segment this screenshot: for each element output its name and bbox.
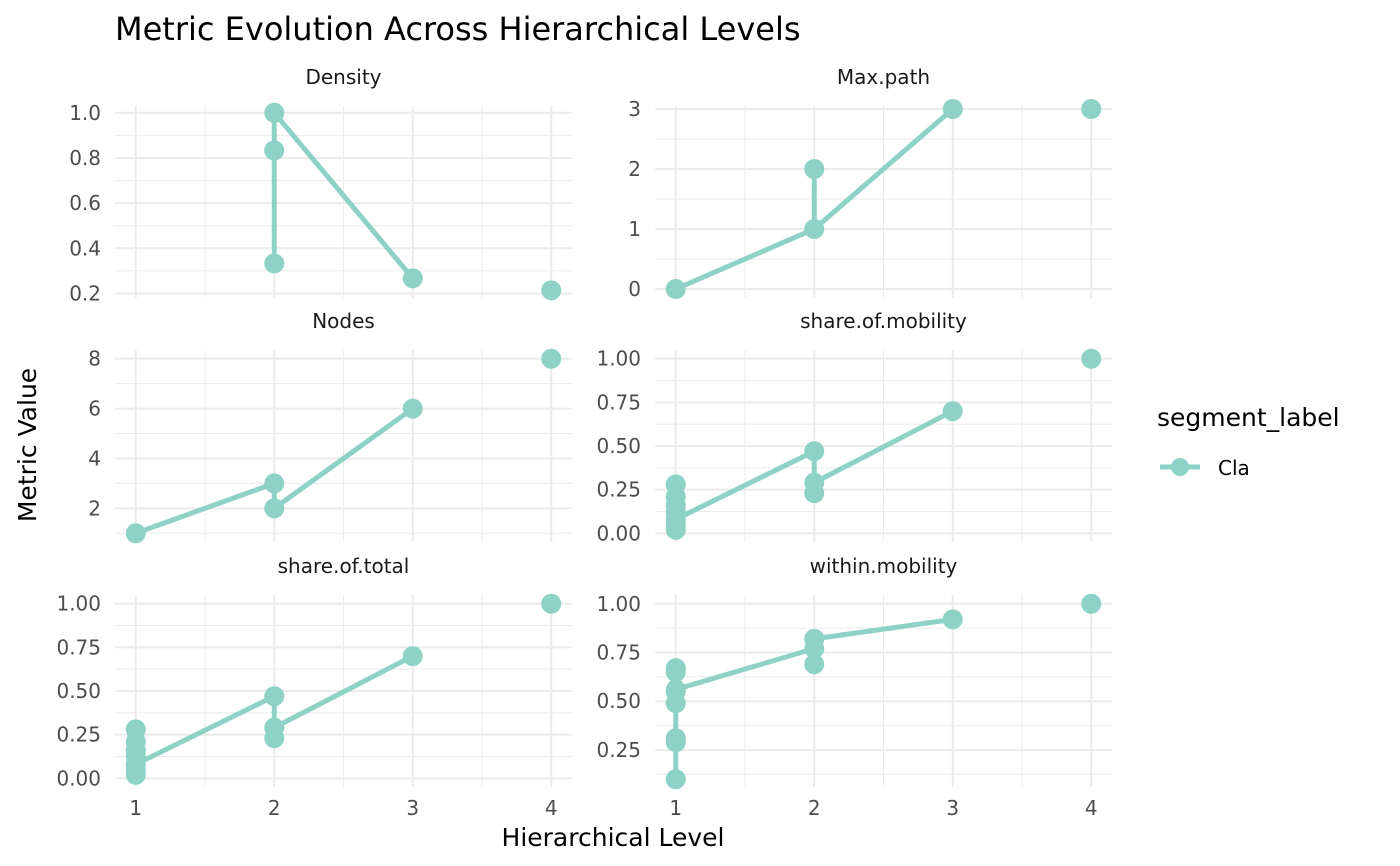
data-point [125,523,146,544]
series-line-cla [133,406,416,536]
y-tick-label: 6 [88,397,101,421]
data-point [804,159,825,179]
panel-share-of-total: share.of.total 0.00 0.25 0.50 0.75 1.00 1 2 3 4 [56,554,572,820]
data-point [541,280,562,301]
facet-panels: Density 0.2 0.4 0.6 0.8 1.0 Max.path 0 1 2 3 Nodes 2… [56,65,1112,820]
panel-max-path: Max.path 0 1 2 3 [628,65,1112,301]
data-point [942,609,963,630]
data-point [264,498,285,519]
data-point [264,253,285,274]
y-tick-label: 0.75 [596,641,641,665]
y-tick-label: 0.4 [69,236,101,260]
data-point [665,693,686,714]
x-tick-label: 2 [268,796,281,820]
y-tick-label: 1 [628,217,641,241]
facet-label-share-of-total: share.of.total [278,554,410,578]
data-point [1081,99,1102,119]
legend-entry-cla: Cla [1218,456,1250,480]
legend: segment_label Cla [1157,403,1340,480]
data-point [264,140,285,161]
x-tick-label: 4 [1085,796,1098,820]
x-tick-label: 3 [946,796,959,820]
y-tick-label: 0.50 [596,689,641,713]
data-point [402,268,423,289]
y-tick-label: 0.6 [69,191,101,215]
facet-label-density: Density [305,65,381,89]
facet-label-nodes: Nodes [312,309,375,333]
x-tick-label: 1 [669,796,682,820]
data-point [804,219,825,239]
y-tick-label: 1.00 [596,347,641,371]
series-line-cla [271,110,416,281]
y-axis-title: Metric Value [13,368,42,522]
y-tick-label: 3 [628,97,641,121]
facet-label-within-mobility: within.mobility [810,554,958,578]
panel-density: Density 0.2 0.4 0.6 0.8 1.0 [69,65,572,305]
y-tick-label: 0.00 [56,766,101,790]
y-tick-label: 0.25 [596,478,641,502]
data-point [541,593,562,614]
x-axis-title: Hierarchical Level [502,823,725,852]
y-tick-label: 0.50 [596,434,641,458]
data-point [665,732,686,753]
legend-key-point [1171,458,1189,476]
data-point [1081,348,1102,369]
legend-title: segment_label [1157,403,1340,432]
y-tick-label: 1.00 [596,592,641,616]
data-point [804,483,825,504]
data-point [665,661,686,682]
y-tick-label: 0.25 [56,723,101,747]
chart-title: Metric Evolution Across Hierarchical Lev… [115,10,801,48]
x-tick-label: 4 [545,796,558,820]
data-point [804,441,825,462]
y-tick-label: 0.75 [596,390,641,414]
panel-nodes: Nodes 2 4 6 8 [88,309,572,544]
data-point [264,728,285,749]
data-point [804,638,825,659]
y-tick-label: 2 [88,496,101,520]
data-point [942,401,963,422]
y-tick-label: 0.50 [56,679,101,703]
y-tick-label: 0.25 [596,738,641,762]
facet-label-max-path: Max.path [837,65,930,89]
facet-label-share-of-mobility: share.of.mobility [800,309,967,333]
y-tick-label: 0.2 [69,281,101,305]
data-point [804,654,825,675]
data-point [402,646,423,667]
x-tick-label: 2 [808,796,821,820]
panel-share-of-mobility: share.of.mobility 0.00 0.25 0.50 0.75 1.00 [596,309,1112,545]
data-point [125,764,146,785]
y-tick-label: 1.00 [56,592,101,616]
data-point [942,99,963,119]
data-point [402,398,423,419]
y-tick-label: 0.75 [56,635,101,659]
data-point [264,686,285,707]
x-tick-label: 3 [406,796,419,820]
data-point [665,519,686,540]
panel-within-mobility: within.mobility 0.25 0.50 0.75 1.00 1 2 3 4 [596,554,1112,820]
y-tick-label: 0 [628,277,641,301]
y-tick-label: 8 [88,347,101,371]
data-point [264,473,285,494]
data-point [665,279,686,299]
y-tick-label: 1.0 [69,101,101,125]
y-tick-label: 0.8 [69,146,101,170]
data-point [264,102,285,123]
data-point [665,769,686,790]
y-tick-label: 4 [88,446,101,470]
data-point [1081,593,1102,614]
x-tick-label: 1 [129,796,142,820]
y-tick-label: 0.00 [596,521,641,545]
data-point [541,348,562,369]
y-tick-label: 2 [628,157,641,181]
